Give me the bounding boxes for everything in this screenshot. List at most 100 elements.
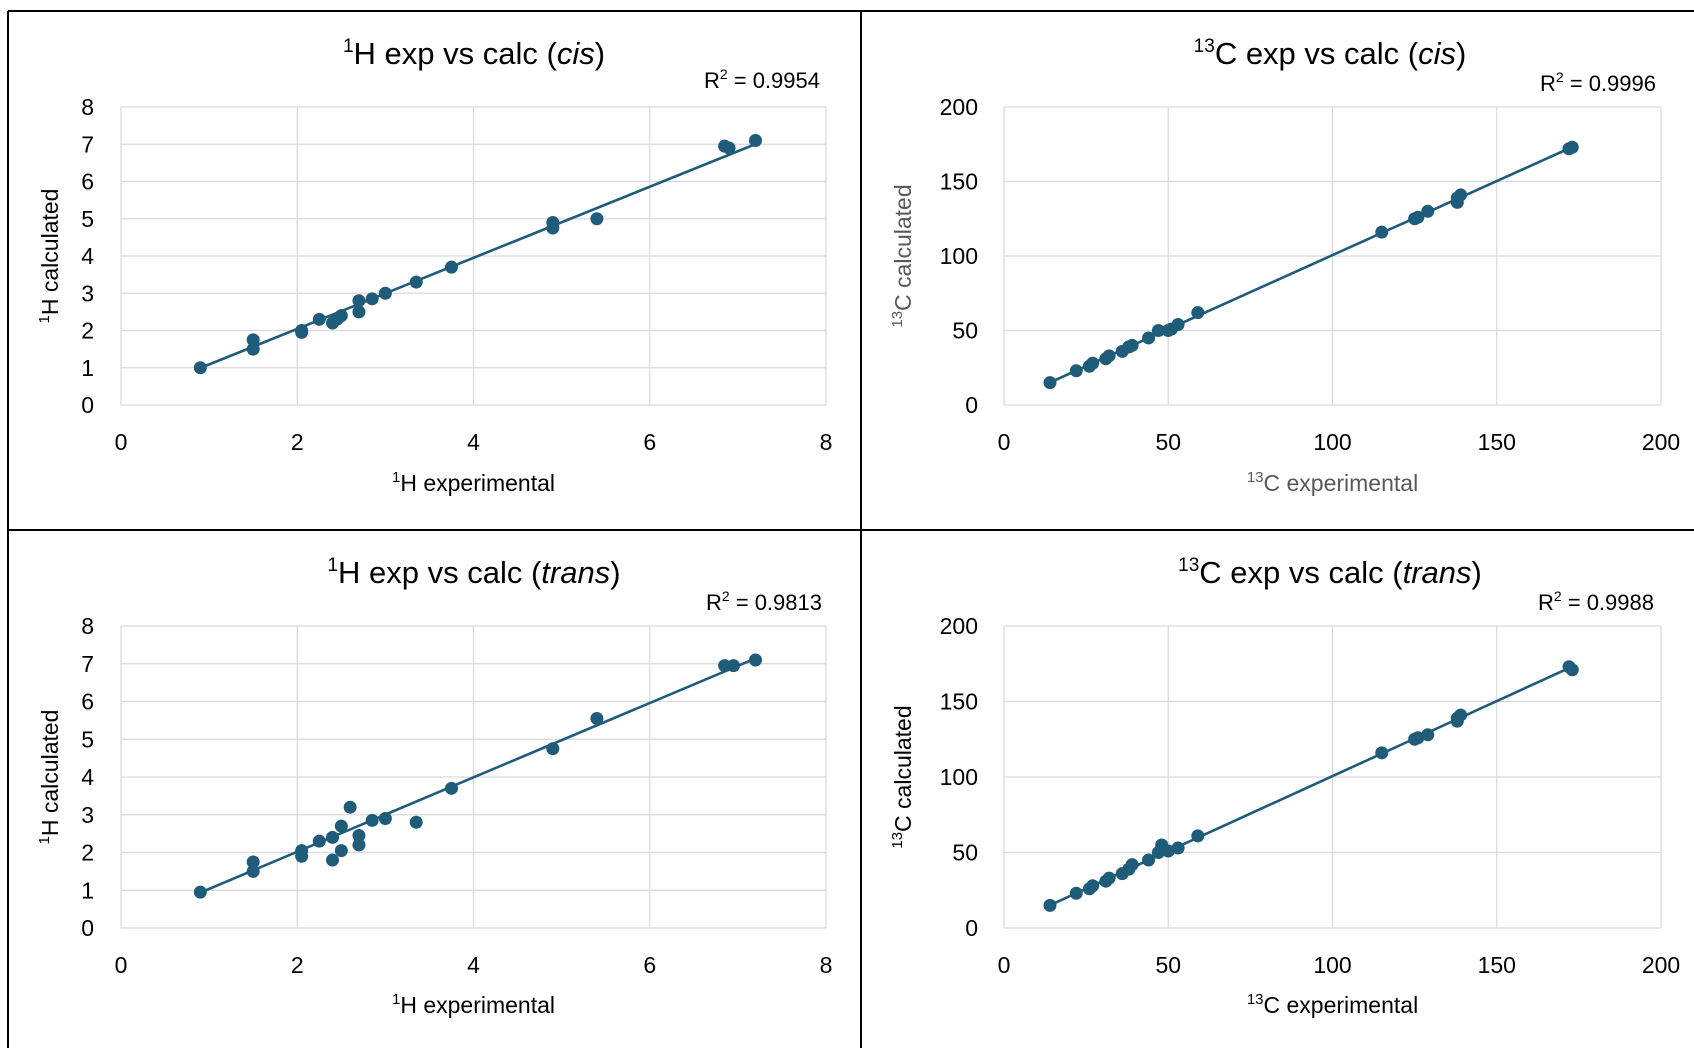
data-point — [352, 829, 366, 843]
data-point — [334, 819, 348, 833]
x-axis-label: 13C experimental — [1247, 469, 1418, 496]
x-tick-label: 100 — [1313, 952, 1351, 978]
data-point — [1125, 858, 1139, 872]
y-tick-label: 2 — [81, 318, 94, 344]
y-tick-label: 200 — [940, 94, 978, 120]
data-point — [246, 855, 260, 869]
data-point — [1375, 746, 1389, 760]
x-tick-label: 8 — [820, 952, 833, 978]
data-point — [378, 812, 392, 826]
y-tick-label: 50 — [952, 318, 978, 344]
data-point — [352, 294, 366, 308]
y-tick-label: 8 — [81, 613, 94, 639]
data-point — [1565, 663, 1579, 677]
data-point — [1102, 349, 1116, 363]
data-point — [1411, 210, 1425, 224]
x-tick-label: 150 — [1478, 429, 1516, 455]
r-squared-label: R2 = 0.9996 — [1540, 69, 1656, 96]
data-point — [295, 849, 309, 863]
data-point — [193, 885, 207, 899]
y-tick-label: 6 — [81, 689, 94, 715]
y-tick-label: 1 — [81, 355, 94, 381]
data-point — [1069, 364, 1083, 378]
y-tick-label: 50 — [952, 840, 978, 866]
y-tick-label: 3 — [81, 280, 94, 306]
x-tick-label: 200 — [1642, 429, 1680, 455]
x-tick-label: 6 — [643, 952, 656, 978]
data-point — [1161, 844, 1175, 858]
y-tick-label: 3 — [81, 802, 94, 828]
y-tick-label: 0 — [965, 915, 978, 941]
data-point — [1454, 708, 1468, 722]
y-axis-label: 13C calculated — [889, 184, 916, 327]
data-point — [722, 141, 736, 155]
y-tick-label: 100 — [940, 243, 978, 269]
x-tick-label: 4 — [467, 952, 480, 978]
data-point — [546, 221, 560, 235]
data-point — [378, 286, 392, 300]
data-point — [1171, 841, 1185, 855]
data-point — [1086, 879, 1100, 893]
data-point — [1043, 376, 1057, 390]
x-tick-label: 150 — [1478, 952, 1516, 978]
x-tick-label: 2 — [291, 952, 304, 978]
data-point — [409, 815, 423, 829]
data-point — [352, 305, 366, 319]
x-tick-label: 100 — [1313, 429, 1351, 455]
data-point — [246, 864, 260, 878]
chart-title: 1H exp vs calc (cis) — [343, 36, 605, 71]
x-tick-label: 50 — [1155, 429, 1181, 455]
r-squared-label: R2 = 0.9988 — [1538, 588, 1654, 615]
data-point — [1454, 188, 1468, 202]
y-tick-label: 200 — [940, 613, 978, 639]
data-point — [1421, 728, 1435, 742]
data-point — [726, 659, 740, 673]
y-tick-label: 1 — [81, 877, 94, 903]
chart-title: 13C exp vs calc (cis) — [1194, 36, 1467, 71]
data-point — [444, 260, 458, 274]
data-point — [1151, 324, 1165, 337]
x-tick-label: 6 — [643, 429, 656, 455]
x-tick-label: 0 — [998, 429, 1011, 455]
data-point — [590, 212, 604, 226]
data-point — [1191, 829, 1205, 843]
data-point — [1069, 886, 1083, 900]
y-tick-label: 8 — [81, 94, 94, 120]
chart-panel-2: 0 50 100 150 200 0 50 100 150 200 13C exp vs calc … — [889, 36, 1680, 496]
data-point — [246, 342, 260, 356]
y-tick-label: 0 — [81, 915, 94, 941]
x-tick-label: 8 — [820, 429, 833, 455]
x-tick-label: 2 — [291, 429, 304, 455]
chart-title: 13C exp vs calc (trans) — [1178, 555, 1482, 590]
chart-panel-3: 0 2 4 6 8 0 1 2 3 4 5 6 7 8 1H exp vs calc (trans) R2 =… — [36, 555, 832, 1018]
trendline — [199, 142, 756, 370]
data-point — [1565, 140, 1579, 154]
x-axis-label: 1H experimental — [392, 469, 555, 496]
data-point — [409, 275, 423, 289]
x-tick-label: 0 — [115, 429, 128, 455]
data-point — [352, 838, 366, 852]
data-point — [365, 813, 379, 827]
data-point — [1125, 338, 1139, 352]
x-tick-label: 50 — [1155, 952, 1181, 978]
data-point — [546, 742, 560, 756]
x-axis-label: 13C experimental — [1247, 991, 1418, 1018]
y-tick-label: 2 — [81, 840, 94, 866]
data-point — [749, 134, 762, 148]
y-axis-label: 13C calculated — [889, 705, 916, 848]
trendline — [199, 657, 757, 894]
data-point — [1375, 225, 1389, 239]
r-squared-label: R2 = 0.9954 — [704, 66, 820, 93]
data-point — [193, 361, 207, 375]
data-point — [295, 325, 309, 339]
data-point — [1142, 331, 1156, 345]
data-point — [1043, 898, 1057, 912]
data-point — [1421, 204, 1435, 218]
y-tick-label: 4 — [81, 764, 94, 790]
data-point — [1411, 731, 1425, 745]
y-tick-label: 6 — [81, 169, 94, 195]
data-point — [312, 834, 326, 848]
data-point — [334, 844, 348, 858]
data-point — [334, 309, 348, 323]
